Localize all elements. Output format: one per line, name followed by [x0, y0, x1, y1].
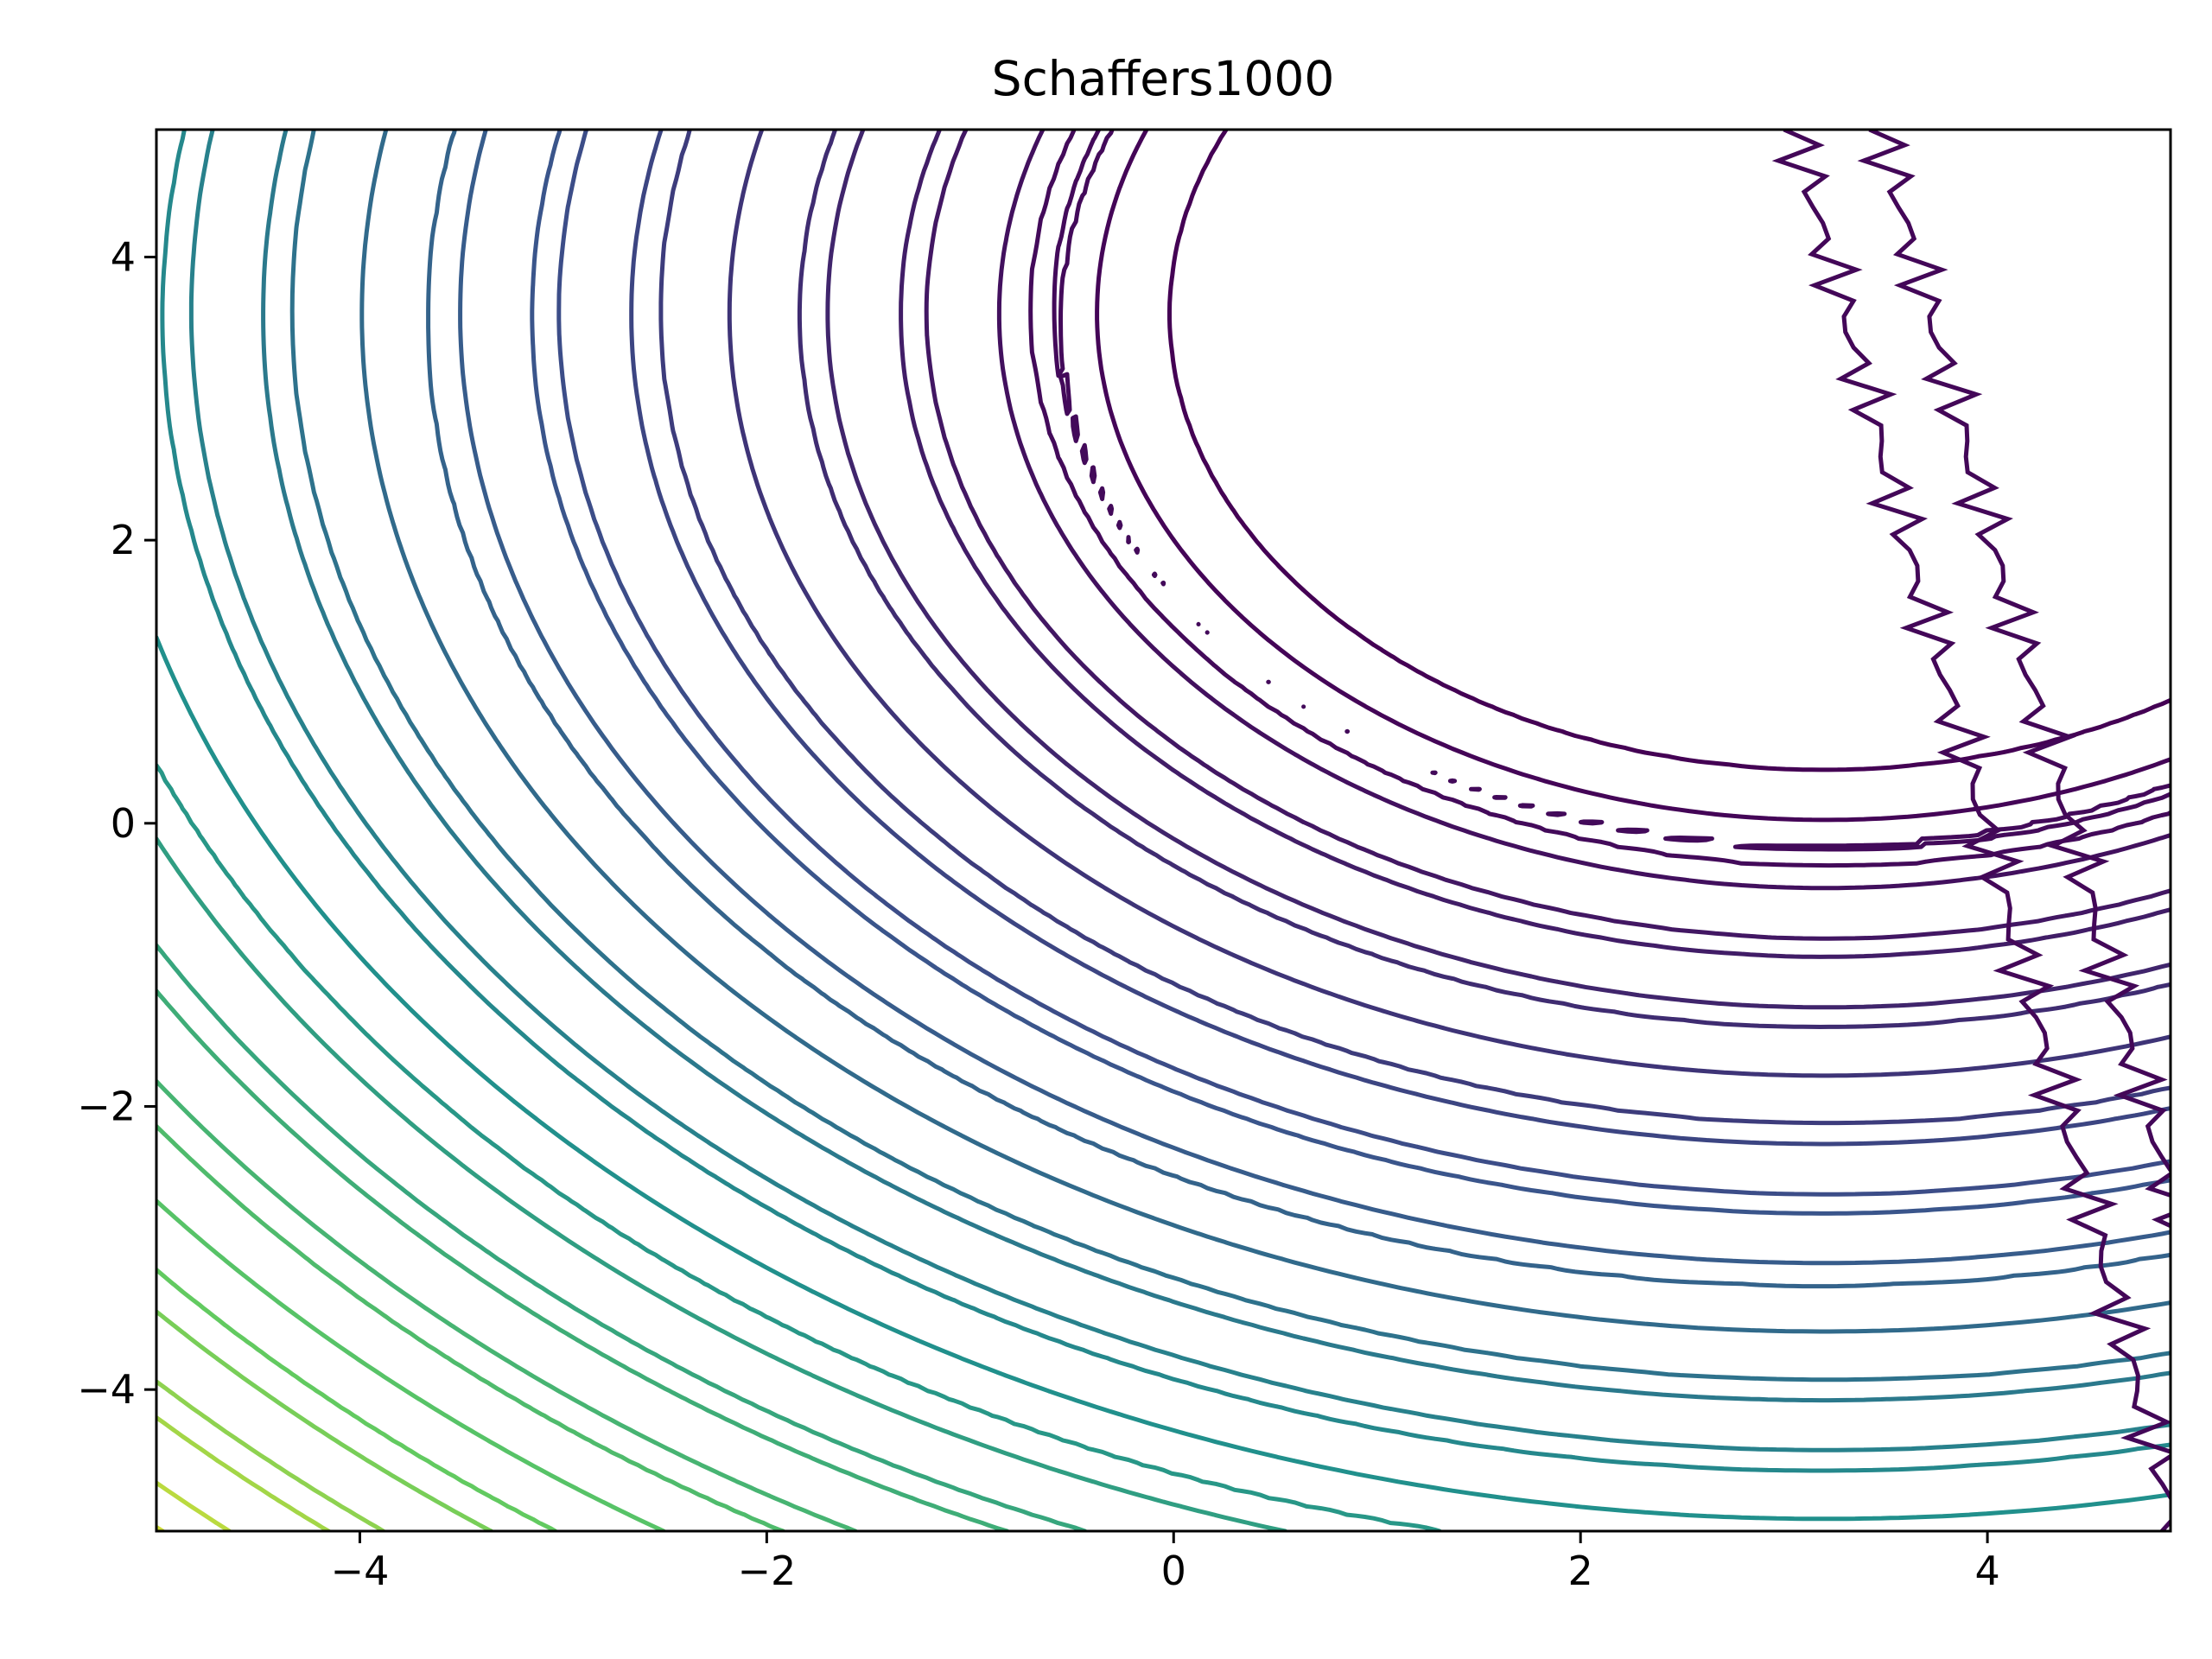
- y-tick-label: −4: [77, 1366, 136, 1413]
- contour-line: [156, 1123, 785, 1531]
- contour-line: [156, 943, 1088, 1531]
- contour-line: [160, 130, 2171, 1473]
- contour-lines: [156, 130, 2171, 1531]
- contour-line: [1028, 130, 2171, 868]
- contour-line: [899, 130, 2171, 959]
- contour-line: [1167, 130, 2171, 772]
- y-axis: −4 −2 0 2 4: [77, 233, 156, 1413]
- contour-line: [924, 130, 2171, 941]
- contour-line: [797, 130, 2171, 1029]
- chart-title: Schaffers1000: [992, 51, 1335, 106]
- x-tick-label: −2: [737, 1548, 796, 1594]
- y-tick-label: 2: [111, 517, 136, 563]
- contour-line: [426, 130, 2171, 1289]
- x-tick-label: −4: [331, 1548, 390, 1594]
- plot-frame: [155, 128, 2172, 1533]
- contour-line: [289, 130, 2171, 1382]
- contour-line: [156, 1309, 493, 1531]
- contour-line: [1857, 130, 2171, 1229]
- contour-line: [530, 130, 2171, 1216]
- contour-line: [825, 130, 2171, 1010]
- contour-line: [156, 1415, 331, 1531]
- contour-line: [156, 1268, 558, 1531]
- y-tick-label: −2: [77, 1083, 136, 1129]
- y-tick-label: 0: [111, 800, 136, 847]
- contour-line: [1095, 130, 2171, 823]
- contour-line: [458, 130, 2171, 1266]
- x-tick-label: 0: [1161, 1548, 1186, 1594]
- y-tick-label: 4: [111, 233, 136, 280]
- contour-line: [359, 130, 2171, 1334]
- contour-line: [156, 1198, 666, 1531]
- contour-line: [996, 130, 2171, 891]
- contour-line: [156, 635, 2171, 1522]
- contour-line: [156, 1379, 386, 1531]
- contour-line: [629, 130, 2171, 1147]
- contour-line: [1771, 130, 2171, 1531]
- contour-line: [188, 130, 2171, 1452]
- contour-line: [156, 836, 1287, 1531]
- contour-line: [727, 130, 2171, 1078]
- contour-line: [658, 130, 2171, 1126]
- contour-line: [261, 130, 2171, 1403]
- x-axis: −4 −2 0 2 4: [331, 1531, 2000, 1594]
- contour-line: [156, 1480, 232, 1531]
- contour-line: [556, 130, 2171, 1197]
- x-tick-label: 2: [1568, 1548, 1593, 1594]
- contour-line: [156, 1078, 858, 1531]
- x-tick-label: 4: [1974, 1548, 1999, 1594]
- contour-line: [156, 763, 1442, 1531]
- contour-line: [156, 988, 1010, 1531]
